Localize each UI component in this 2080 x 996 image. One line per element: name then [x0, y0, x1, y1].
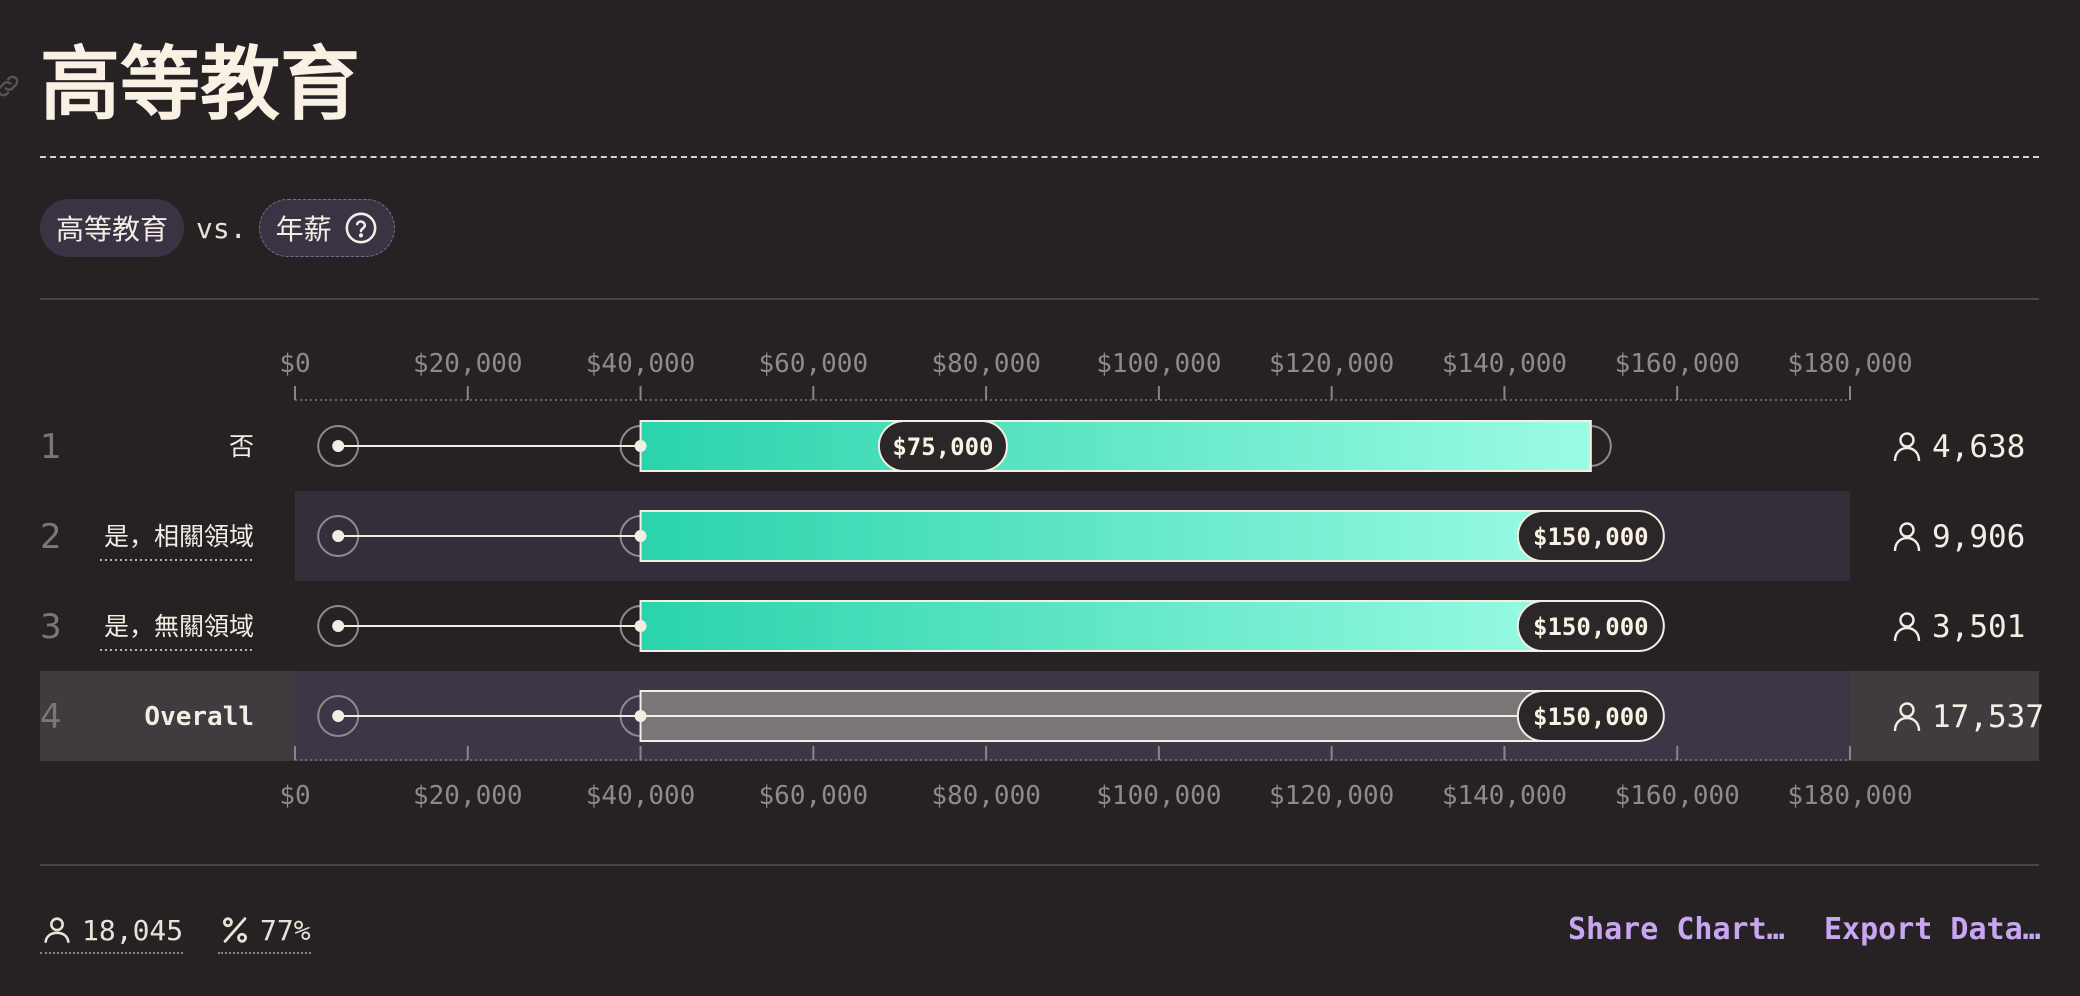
person-icon	[44, 917, 70, 943]
link-icon[interactable]	[0, 72, 22, 100]
row-label: 否	[229, 432, 254, 461]
chart-row-3[interactable]: 3 是，無關領域 $150,000 3,501	[40, 600, 2025, 652]
person-icon-head	[1899, 432, 1915, 448]
person-icon	[1893, 702, 1921, 732]
p10-dot	[332, 440, 345, 452]
export-data-button[interactable]: Export Data…	[1824, 912, 2041, 947]
axis-tick-label: $40,000	[586, 781, 696, 811]
row-index: 3	[40, 607, 62, 647]
p25-dot	[634, 620, 647, 632]
question-circle-icon[interactable]	[344, 211, 378, 245]
iqr-bar	[639, 600, 1592, 652]
person-icon-head	[1899, 702, 1915, 718]
person-icon-head	[1899, 612, 1915, 628]
person-icon-head	[1899, 522, 1915, 538]
axis-tick-label: $180,000	[1787, 781, 1912, 811]
median-label: $150,000	[1533, 613, 1649, 641]
median-label: $75,000	[892, 433, 993, 461]
respondents-count: 18,045	[82, 913, 184, 947]
median-label: $150,000	[1533, 523, 1649, 551]
salary-range-chart: $0 $20,000 $40,000 $60,000 $80,000 $100,000 $1…	[40, 349, 2044, 811]
person-icon-body	[1893, 446, 1921, 462]
axis-tick-label: $0	[279, 349, 310, 379]
person-icon-body	[1893, 536, 1921, 552]
share-chart-button[interactable]: Share Chart…	[1568, 912, 1785, 947]
axis-tick-label: $60,000	[759, 349, 869, 379]
axis-tick-label: $160,000	[1615, 781, 1740, 811]
row-index: 2	[40, 517, 62, 557]
metric-pill[interactable]: 年薪	[258, 199, 395, 257]
section-divider-bottom	[40, 864, 2039, 866]
chart-row-2[interactable]: 2 是，相關領域 $150,000 9,906	[40, 510, 2025, 562]
median-pill	[1516, 510, 1665, 562]
row-index: 1	[40, 427, 62, 467]
median-label: $150,000	[1533, 703, 1649, 731]
row-label: Overall	[144, 702, 254, 732]
p25-dot	[634, 440, 647, 452]
p25-dot	[634, 530, 647, 542]
row-count: 3,501	[1932, 609, 2025, 645]
person-icon-body	[1893, 626, 1921, 642]
median-pill	[1516, 600, 1665, 652]
person-icon-body	[1893, 716, 1921, 732]
p25-dot	[634, 710, 647, 722]
vs-label: vs.	[196, 211, 247, 245]
section-divider-top	[40, 298, 2039, 300]
row-count: 9,906	[1932, 519, 2025, 555]
respondents-stat: 18,045	[40, 908, 184, 954]
row-count: 17,537	[1932, 699, 2044, 735]
axis-tick-label: $160,000	[1615, 349, 1740, 379]
iqr-bar	[639, 420, 1592, 472]
percent-value: 77%	[260, 913, 311, 947]
axis-tick-label: $180,000	[1787, 349, 1912, 379]
p10-dot	[332, 710, 345, 722]
axis-tick-label: $20,000	[413, 349, 523, 379]
row-index: 4	[40, 697, 62, 737]
axis-tick-label: $100,000	[1096, 349, 1221, 379]
row-label[interactable]: 是，相關領域	[104, 522, 254, 551]
person-icon	[1893, 432, 1921, 462]
axis-tick-label: $120,000	[1269, 349, 1394, 379]
chart-row-1[interactable]: 1 否 $75,000 4,638	[40, 420, 2025, 472]
p10-dot	[332, 530, 345, 542]
axis-tick-label: $0	[279, 781, 310, 811]
axis-tick-label: $100,000	[1096, 781, 1221, 811]
axis-tick-label: $60,000	[759, 781, 869, 811]
title-divider	[40, 156, 2039, 158]
person-icon	[1893, 612, 1921, 642]
percent-stat: 77%	[218, 908, 311, 954]
axis-tick-label: $120,000	[1269, 781, 1394, 811]
axis-tick-label: $140,000	[1442, 349, 1567, 379]
dimension-pill[interactable]: 高等教育	[40, 199, 185, 257]
axis-tick-label: $20,000	[413, 781, 523, 811]
chart-row-4[interactable]: 4 Overall $150,000 17,537	[40, 690, 2044, 742]
axis-tick-label: $80,000	[931, 781, 1041, 811]
iqr-bar	[639, 510, 1592, 562]
row-label[interactable]: 是，無關領域	[104, 612, 254, 641]
axis-tick-label: $140,000	[1442, 781, 1567, 811]
p10-dot	[332, 620, 345, 632]
dimension-label: 高等教育	[56, 213, 169, 246]
axis-tick-label: $40,000	[586, 349, 696, 379]
median-pill	[877, 420, 1008, 472]
person-icon	[1893, 522, 1921, 552]
comparison-selector: 高等教育 vs. 年薪	[40, 199, 395, 257]
page-title: 高等教育	[40, 38, 360, 131]
axis-tick-label: $80,000	[931, 349, 1041, 379]
metric-label: 年薪	[275, 213, 332, 246]
median-pill	[1516, 690, 1665, 742]
percent-icon	[222, 917, 248, 943]
row-count: 4,638	[1932, 429, 2025, 465]
